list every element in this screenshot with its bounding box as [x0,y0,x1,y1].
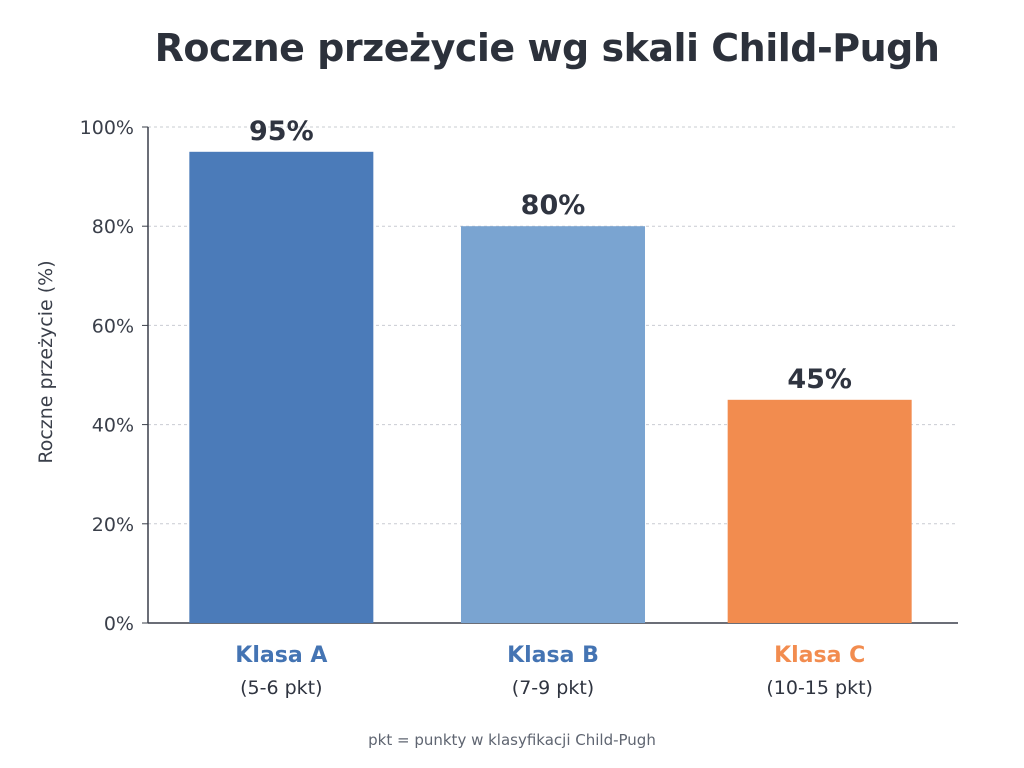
chart-title: Roczne przeżycie wg skali Child-Pugh [154,26,940,70]
bars [189,151,912,624]
category-sublabel: (7-9 pkt) [512,677,594,699]
value-label: 80% [521,190,586,221]
y-tick-labels: 0% 20% 40% 60% 80% 100% [80,117,134,635]
y-tick-label: 60% [92,315,134,337]
value-labels: 95% 80% 45% [249,116,852,395]
value-label: 45% [787,364,852,395]
bar-klasa-c [727,399,912,623]
y-tick-label: 40% [92,415,134,437]
footnote: pkt = punkty w klasyfikacji Child-Pugh [368,731,656,749]
category-label: Klasa A [235,643,327,668]
category-label: Klasa B [507,643,599,668]
y-axis-title: Roczne przeżycie (%) [35,260,57,463]
value-label: 95% [249,116,314,147]
y-tick-label: 20% [92,514,134,536]
y-tick-label: 0% [104,613,134,635]
y-tick-label: 80% [92,216,134,238]
category-labels: Klasa A (5-6 pkt) Klasa B (7-9 pkt) Klasa C (… [235,643,873,699]
bar-klasa-a [189,151,374,624]
bar-klasa-b [461,226,645,623]
y-tick-label: 100% [80,117,134,139]
category-sublabel: (10-15 pkt) [766,677,873,699]
category-label: Klasa C [774,643,865,668]
category-sublabel: (5-6 pkt) [240,677,322,699]
